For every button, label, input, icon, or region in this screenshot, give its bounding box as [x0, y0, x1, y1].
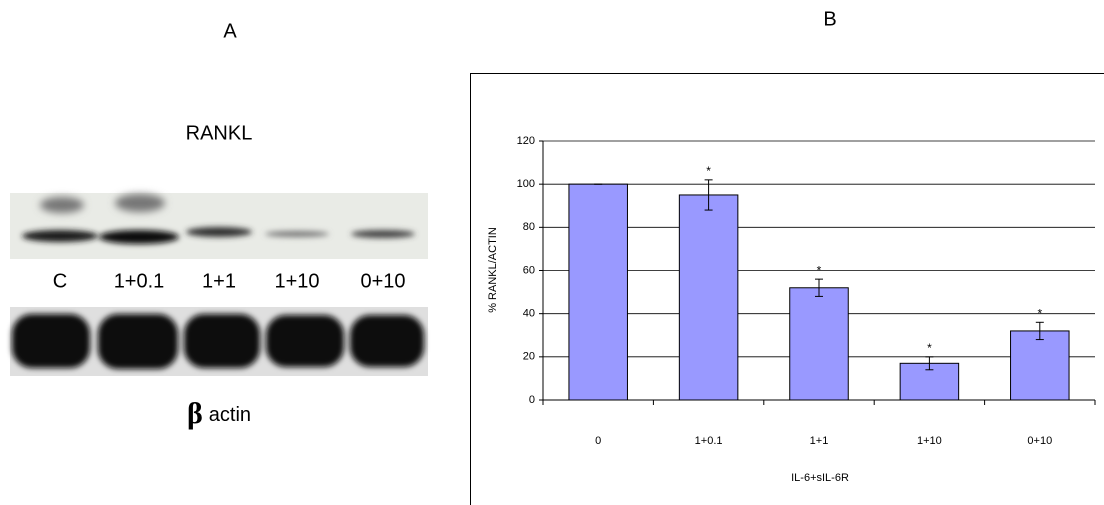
significance-label: *: [706, 164, 711, 178]
rankl-blot: [10, 193, 428, 259]
significance-label: *: [927, 341, 932, 355]
bar: [790, 288, 849, 400]
blot-title: RANKL: [186, 122, 253, 144]
bar: [679, 195, 738, 400]
lane-label: 1+0.1: [114, 270, 165, 292]
y-tick-label: 0: [529, 394, 535, 406]
significance-label: *: [1037, 306, 1042, 320]
x-tick-label: 1+0.1: [695, 435, 723, 447]
x-tick-label: 1+10: [917, 435, 942, 447]
panel-label: B: [823, 8, 836, 30]
actin-blot: [10, 307, 428, 376]
x-tick-label: 0: [595, 435, 601, 447]
x-tick-label: 1+1: [810, 435, 829, 447]
x-axis-label: IL-6+sIL-6R: [791, 472, 849, 484]
lane-label: 1+10: [274, 270, 319, 292]
y-tick-label: 40: [523, 308, 535, 320]
lane-label: C: [53, 270, 67, 292]
y-tick-label: 20: [523, 351, 535, 363]
bar: [1011, 331, 1070, 400]
bar: [569, 184, 628, 400]
lane-label: 1+1: [202, 270, 236, 292]
lane-label: 0+10: [360, 270, 405, 292]
chart-frame: [471, 74, 1104, 505]
caption-text: actin: [209, 404, 251, 426]
x-tick-label: 0+10: [1027, 435, 1052, 447]
significance-label: *: [817, 263, 822, 277]
beta-symbol: β: [187, 397, 203, 430]
y-tick-label: 100: [517, 178, 535, 190]
figure: A RANKL βactin B % RANKL/ACTIN IL-6+sIL-…: [0, 0, 1104, 505]
panel-label: A: [223, 20, 237, 42]
y-tick-label: 80: [523, 221, 535, 233]
y-tick-label: 120: [517, 135, 535, 147]
y-tick-label: 60: [523, 264, 535, 276]
y-axis-label: % RANKL/ACTIN: [487, 227, 499, 313]
